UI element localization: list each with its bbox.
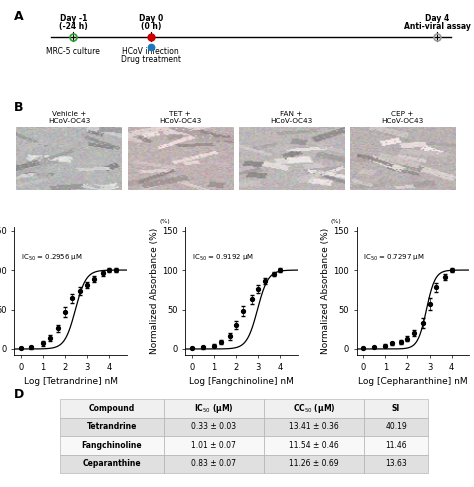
Bar [60, 436, 164, 454]
Text: 11.54 ± 0.46: 11.54 ± 0.46 [289, 441, 339, 450]
Text: 13.63: 13.63 [385, 459, 407, 468]
Text: 0.33 ± 0.03: 0.33 ± 0.03 [191, 423, 237, 431]
Bar [264, 418, 364, 436]
Text: CC$_{50}$ (μM): CC$_{50}$ (μM) [293, 402, 335, 415]
Text: IC$_{50}$ = 0.9192 μM: IC$_{50}$ = 0.9192 μM [192, 252, 254, 262]
Bar [264, 399, 364, 418]
Text: A: A [14, 10, 24, 23]
Text: TET +
HCoV-OC43: TET + HCoV-OC43 [159, 111, 201, 124]
Text: D: D [14, 389, 25, 401]
Bar [364, 436, 428, 454]
Text: 0.83 ± 0.07: 0.83 ± 0.07 [191, 459, 237, 468]
Text: CEP +
HCoV-OC43: CEP + HCoV-OC43 [381, 111, 423, 124]
Text: (0 h): (0 h) [141, 21, 161, 31]
Text: (%): (%) [331, 219, 342, 224]
Text: 11.26 ± 0.69: 11.26 ± 0.69 [289, 459, 339, 468]
Text: HCoV infection: HCoV infection [122, 47, 179, 56]
Text: Fangchinoline: Fangchinoline [82, 441, 142, 450]
Text: 11.46: 11.46 [385, 441, 407, 450]
Text: (%): (%) [160, 219, 171, 224]
Bar [364, 418, 428, 436]
Text: Drug treatment: Drug treatment [121, 55, 181, 63]
Text: IC$_{50}$ = 0.7297 μM: IC$_{50}$ = 0.7297 μM [364, 252, 425, 262]
Bar [164, 418, 264, 436]
Text: (-24 h): (-24 h) [59, 21, 88, 31]
Text: MRC-5 culture: MRC-5 culture [46, 47, 100, 56]
Text: 13.41 ± 0.36: 13.41 ± 0.36 [289, 423, 339, 431]
Text: 1.01 ± 0.07: 1.01 ± 0.07 [191, 441, 237, 450]
Text: B: B [14, 101, 24, 114]
Bar [364, 454, 428, 473]
Text: 40.19: 40.19 [385, 423, 407, 431]
Bar [164, 399, 264, 418]
Text: Compound: Compound [89, 404, 135, 413]
Text: FAN +
HCoV-OC43: FAN + HCoV-OC43 [270, 111, 312, 124]
Bar [364, 399, 428, 418]
Text: Anti-viral assay: Anti-viral assay [404, 21, 471, 31]
Text: SI: SI [392, 404, 400, 413]
Text: Day 0: Day 0 [138, 15, 163, 23]
Y-axis label: Normalized Absorbance (%): Normalized Absorbance (%) [321, 228, 330, 354]
X-axis label: Log [Fangchinoline] nM: Log [Fangchinoline] nM [189, 377, 294, 387]
Text: IC$_{50}$ (μM): IC$_{50}$ (μM) [194, 402, 234, 415]
Text: IC$_{50}$ = 0.2956 μM: IC$_{50}$ = 0.2956 μM [21, 252, 83, 262]
Text: Tetrandrine: Tetrandrine [87, 423, 137, 431]
Bar [164, 454, 264, 473]
Y-axis label: Normalized Absorbance (%): Normalized Absorbance (%) [150, 228, 159, 354]
Text: Ceparanthine: Ceparanthine [82, 459, 141, 468]
Bar [164, 436, 264, 454]
X-axis label: Log [Tetrandrine] nM: Log [Tetrandrine] nM [24, 377, 118, 387]
Bar [60, 418, 164, 436]
Bar [60, 454, 164, 473]
Bar [264, 454, 364, 473]
Bar [60, 399, 164, 418]
Text: Day 4: Day 4 [425, 15, 449, 23]
Bar [264, 436, 364, 454]
Text: Day -1: Day -1 [60, 15, 87, 23]
X-axis label: Log [Cepharanthine] nM: Log [Cepharanthine] nM [358, 377, 468, 387]
Text: Vehicle +
HCoV-OC43: Vehicle + HCoV-OC43 [48, 111, 91, 124]
